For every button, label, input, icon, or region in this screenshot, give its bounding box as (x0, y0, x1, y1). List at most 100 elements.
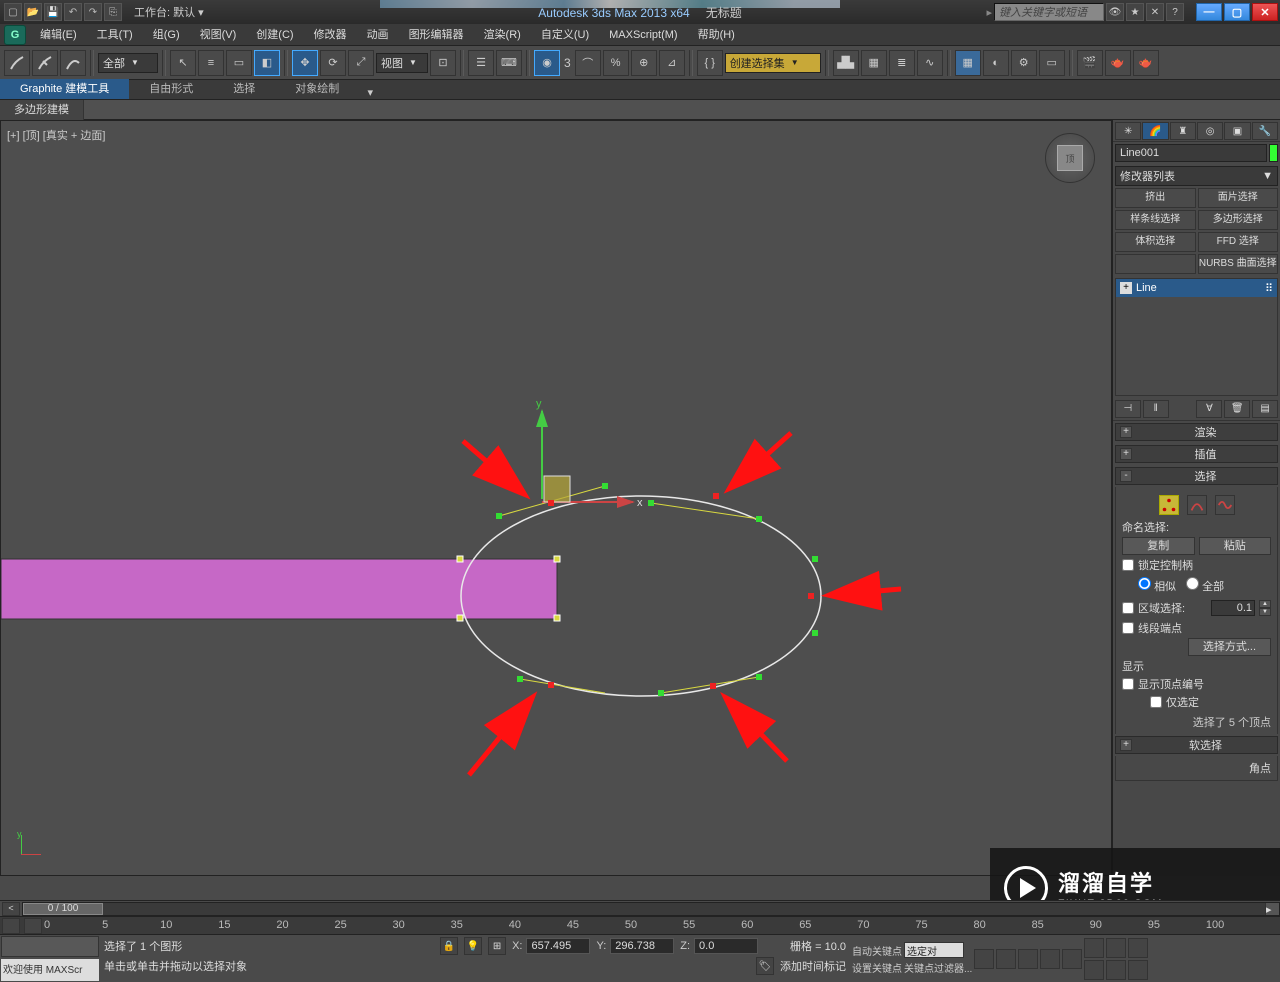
menu-item[interactable]: 动画 (357, 24, 399, 46)
menu-item[interactable]: 创建(C) (246, 24, 303, 46)
abs-rel-icon[interactable]: ⊞ (488, 937, 506, 955)
selection-filter-combo[interactable]: 全部▼ (98, 53, 158, 73)
keymode-icon[interactable]: ⌨ (496, 50, 522, 76)
paste-button[interactable]: 粘贴 (1199, 537, 1272, 555)
lock-handles-checkbox[interactable] (1122, 559, 1134, 571)
add-timetag-label[interactable]: 添加时间标记 (780, 958, 846, 974)
move-icon[interactable]: ✥ (292, 50, 318, 76)
select-by-button[interactable]: 选择方式... (1188, 638, 1271, 656)
qat-link-icon[interactable]: ⎘ (104, 3, 122, 21)
vertex-level-icon[interactable] (1159, 495, 1179, 515)
ribbon-tab[interactable]: 对象绘制 (275, 79, 359, 99)
percent-snap-icon[interactable]: % (603, 50, 629, 76)
modifier-list-combo[interactable]: 修改器列表▼ (1115, 166, 1278, 186)
spinner-snap-icon[interactable]: ⊕ (631, 50, 657, 76)
show-vertnum-checkbox[interactable] (1122, 678, 1134, 690)
script-mini-listener[interactable] (1, 936, 99, 957)
trackbar-key-icon[interactable] (24, 918, 42, 934)
qat-undo-icon[interactable]: ↶ (64, 3, 82, 21)
next-frame-icon[interactable] (1040, 949, 1060, 969)
nav-max-icon[interactable] (1128, 960, 1148, 980)
app-menu-icon[interactable]: G (4, 25, 26, 45)
area-select-checkbox[interactable] (1122, 602, 1134, 614)
modifier-button[interactable]: 挤出 (1115, 188, 1196, 208)
ribbon-group-polymodel[interactable]: 多边形建模 (0, 100, 84, 120)
keyfilter-button[interactable]: 关键点过滤器... (904, 960, 972, 975)
modifier-button[interactable]: 多边形选择 (1198, 210, 1279, 230)
unlink-icon[interactable] (32, 50, 58, 76)
play-icon-btn[interactable] (1018, 949, 1038, 969)
modifier-button[interactable]: 样条线选择 (1115, 210, 1196, 230)
rollout-softsel[interactable]: +软选择 (1115, 736, 1278, 754)
qat-new-icon[interactable]: ▢ (4, 3, 22, 21)
search-input[interactable]: 键入关键字或短语 (994, 3, 1104, 21)
window-crossing-icon[interactable]: ◧ (254, 50, 280, 76)
menu-item[interactable]: 组(G) (143, 24, 190, 46)
viewport[interactable]: [+] [顶] [真实 + 边面] 顶 y yx (0, 120, 1112, 876)
z-input[interactable] (694, 938, 758, 954)
qat-open-icon[interactable]: 📂 (24, 3, 42, 21)
time-slider[interactable]: < 0 / 100 ▸ (0, 900, 1280, 916)
goto-end-icon[interactable] (1062, 949, 1082, 969)
rollout-render[interactable]: +渲染 (1115, 423, 1278, 441)
ribbon-collapse-icon[interactable]: ▾ (359, 86, 381, 99)
ribbon-tab[interactable]: Graphite 建模工具 (0, 79, 129, 99)
region-rect-icon[interactable]: ▭ (226, 50, 252, 76)
time-slot[interactable]: 0 / 100 ▸ (22, 902, 1280, 916)
nav-orbit-icon[interactable] (1128, 938, 1148, 958)
snap-toggle-icon[interactable]: ◉ (534, 50, 560, 76)
ribbon-tab[interactable]: 自由形式 (129, 79, 213, 99)
timetag-icon[interactable]: 🏷 (756, 957, 774, 975)
object-name-input[interactable] (1115, 144, 1267, 162)
track-bar[interactable]: 0510152025303540455055606570758085909510… (0, 916, 1280, 934)
ref-coord-combo[interactable]: 视图▼ (376, 53, 428, 73)
selset-field[interactable]: 选定对 (904, 942, 964, 958)
mirror-icon[interactable]: ▟▙ (833, 50, 859, 76)
nav-zoom-icon[interactable] (1084, 960, 1104, 980)
time-thumb[interactable]: 0 / 100 (23, 903, 103, 915)
named-sel-icon[interactable]: { } (697, 50, 723, 76)
menu-item[interactable]: 编辑(E) (30, 24, 87, 46)
link-icon[interactable] (4, 50, 30, 76)
nav-pan-icon[interactable] (1084, 938, 1104, 958)
infocenter-icon[interactable]: 👁 (1106, 3, 1124, 21)
similar-radio[interactable]: 相似 (1138, 577, 1176, 594)
copy-button[interactable]: 复制 (1122, 537, 1195, 555)
configure-icon[interactable]: ▤ (1252, 400, 1278, 418)
motion-tab-icon[interactable]: ◎ (1197, 122, 1223, 140)
rollout-selection[interactable]: -选择 (1115, 467, 1278, 485)
favorites-icon[interactable]: ★ (1126, 3, 1144, 21)
x-input[interactable] (526, 938, 590, 954)
display-tab-icon[interactable]: ▣ (1224, 122, 1250, 140)
named-selset-combo[interactable]: 创建选择集▼ (725, 53, 821, 73)
curve-editor-icon[interactable]: ∿ (917, 50, 943, 76)
create-tab-icon[interactable]: ✳ (1115, 122, 1141, 140)
rotate-icon[interactable]: ⟳ (320, 50, 346, 76)
nav-zoom-ext-icon[interactable] (1106, 938, 1126, 958)
nav-fov-icon[interactable] (1106, 960, 1126, 980)
show-end-icon[interactable]: ‖ (1143, 400, 1169, 418)
render-setup-icon[interactable]: ⚙ (1011, 50, 1037, 76)
hierarchy-tab-icon[interactable]: ♜ (1170, 122, 1196, 140)
modify-tab-icon[interactable]: 🌈 (1142, 122, 1168, 140)
minimize-button[interactable]: — (1196, 3, 1222, 21)
all-radio[interactable]: 全部 (1186, 577, 1224, 594)
modifier-button[interactable]: FFD 选择 (1198, 232, 1279, 252)
menu-item[interactable]: 渲染(R) (474, 24, 531, 46)
make-unique-icon[interactable]: ∀ (1196, 400, 1222, 418)
close-button[interactable]: ✕ (1252, 3, 1278, 21)
area-value-input[interactable] (1211, 600, 1255, 616)
menu-item[interactable]: 自定义(U) (531, 24, 599, 46)
modifier-stack[interactable]: +Line⠿ (1115, 278, 1278, 396)
autokey-button[interactable]: 自动关键点 (852, 943, 902, 958)
rollout-interp[interactable]: +插值 (1115, 445, 1278, 463)
menu-item[interactable]: 视图(V) (190, 24, 247, 46)
y-input[interactable] (610, 938, 674, 954)
menu-item[interactable]: 工具(T) (87, 24, 143, 46)
isolate-icon[interactable]: 💡 (464, 937, 482, 955)
menu-item[interactable]: MAXScript(M) (599, 24, 687, 46)
setkey-button[interactable]: 设置关键点 (852, 960, 902, 975)
modifier-button[interactable]: NURBS 曲面选择 (1198, 254, 1279, 274)
teapot2-icon[interactable]: 🫖 (1133, 50, 1159, 76)
layers-icon[interactable]: ≣ (889, 50, 915, 76)
